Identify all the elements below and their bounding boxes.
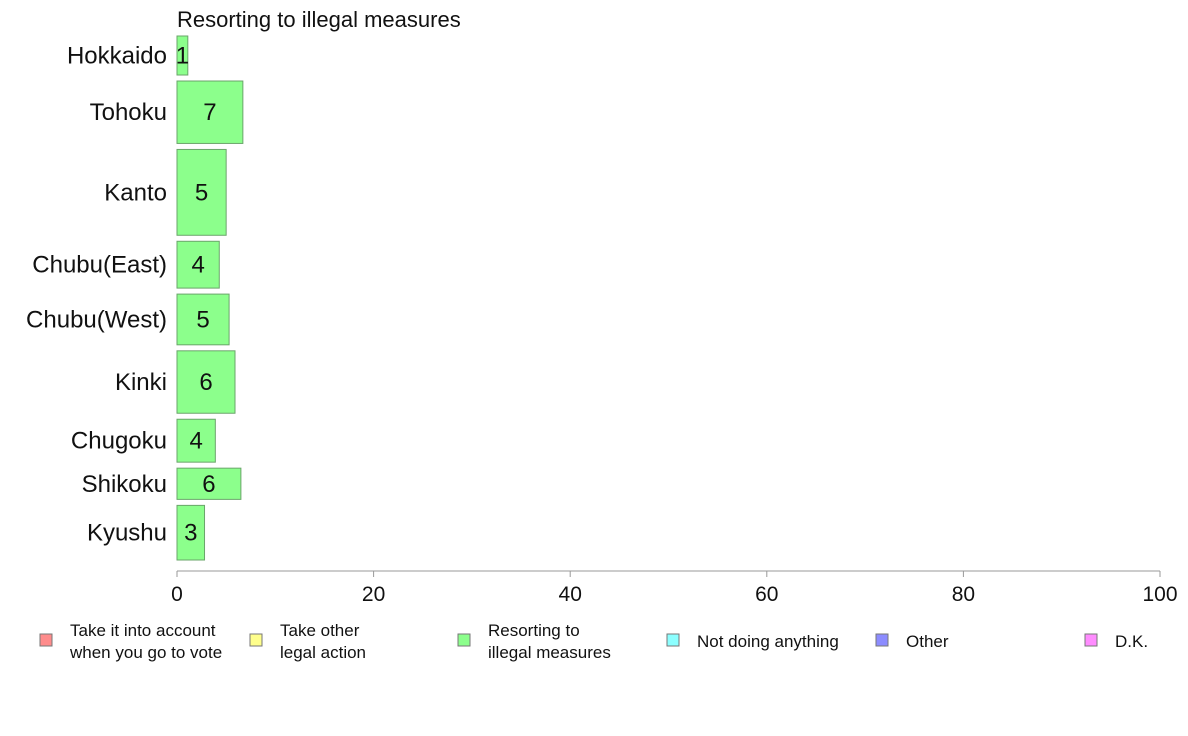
data-label: 4 xyxy=(189,428,202,455)
x-tick-label: 60 xyxy=(755,583,778,606)
category-label: Hokkaido xyxy=(67,43,167,70)
legend-swatch xyxy=(457,633,471,647)
bar-kinki xyxy=(176,350,236,414)
bar-kanto xyxy=(176,148,227,236)
bar-shikoku xyxy=(176,467,242,500)
chart-title: Resorting to illegal measures xyxy=(177,7,461,32)
legend-label: legal action xyxy=(280,643,366,662)
category-label: Chubu(East) xyxy=(32,252,167,279)
legend-item: Not doing anything xyxy=(666,632,839,651)
x-tick-label: 40 xyxy=(559,583,582,606)
legend-item: Other xyxy=(875,632,949,651)
category-label: Chubu(West) xyxy=(26,306,167,333)
legend-item: D.K. xyxy=(1084,632,1148,651)
data-label: 5 xyxy=(195,179,208,206)
data-label: 6 xyxy=(202,471,215,498)
category-label: Chugoku xyxy=(71,428,167,455)
bar-tohoku xyxy=(176,80,244,144)
bar-chugoku xyxy=(176,418,216,463)
bar-chubu-west- xyxy=(176,293,230,346)
data-label: 7 xyxy=(203,99,216,126)
legend-item: Resorting to illegal measures xyxy=(457,621,611,662)
legend-label: Not doing anything xyxy=(697,632,839,651)
legend-swatch xyxy=(39,633,53,647)
legend-label: Take it into account xyxy=(70,621,216,640)
category-label: Shikoku xyxy=(82,471,167,498)
bar-chubu-east- xyxy=(176,240,220,289)
legend-label: Resorting to xyxy=(488,621,580,640)
legend-item: Take it into account when you go to vote xyxy=(39,621,222,662)
data-label: 3 xyxy=(184,520,197,547)
category-label: Kyushu xyxy=(87,520,167,547)
legend-swatch xyxy=(666,633,680,647)
x-tick-label: 100 xyxy=(1142,583,1177,606)
legend-swatch xyxy=(249,633,263,647)
data-label: 4 xyxy=(191,252,204,279)
category-label: Tohoku xyxy=(90,99,167,126)
x-tick-label: 20 xyxy=(362,583,385,606)
legend-label: illegal measures xyxy=(488,643,611,662)
legend-label: Take other xyxy=(280,621,360,640)
x-tick-label: 0 xyxy=(171,583,183,606)
data-label: 1 xyxy=(176,43,189,70)
category-label: Kinki xyxy=(115,369,167,396)
legend-item: Take other legal action xyxy=(249,621,366,662)
bar-kyushu xyxy=(176,504,206,561)
bars-group: Hokkaido 1 Tohoku 7 Kanto 5 Chubu(East) 4 Chubu(… xyxy=(26,35,244,561)
legend-swatch xyxy=(1084,633,1098,647)
legend-label: when you go to vote xyxy=(69,643,222,662)
x-tick-label: 80 xyxy=(952,583,975,606)
legend-swatch xyxy=(875,633,889,647)
data-label: 6 xyxy=(199,369,212,396)
bar-hokkaido xyxy=(176,35,189,76)
data-label: 5 xyxy=(196,306,209,333)
category-label: Kanto xyxy=(104,179,167,206)
x-axis: 0 20 40 60 80 100 xyxy=(171,570,1178,606)
legend-label: D.K. xyxy=(1115,632,1148,651)
legend-label: Other xyxy=(906,632,949,651)
